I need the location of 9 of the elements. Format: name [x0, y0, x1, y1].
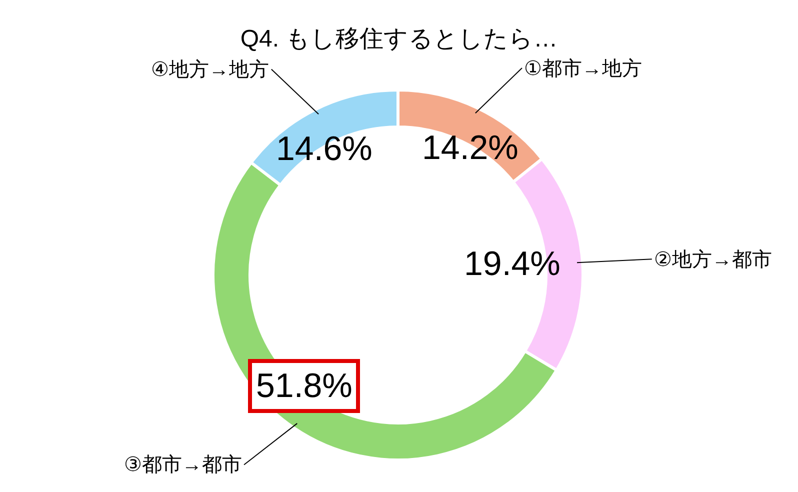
data-label: 51.8%: [256, 367, 352, 405]
slice-label: ③都市→都市: [124, 454, 242, 476]
slice-label: ①都市→地方: [524, 57, 642, 80]
data-label: 14.2%: [422, 129, 518, 167]
chart-title: Q4. もし移住するとしたら…: [240, 25, 558, 52]
slice-label: ②地方→都市: [654, 248, 772, 271]
data-label: 19.4%: [464, 245, 560, 283]
slice-label: ④地方→地方: [151, 58, 269, 81]
data-label: 14.6%: [276, 130, 372, 168]
